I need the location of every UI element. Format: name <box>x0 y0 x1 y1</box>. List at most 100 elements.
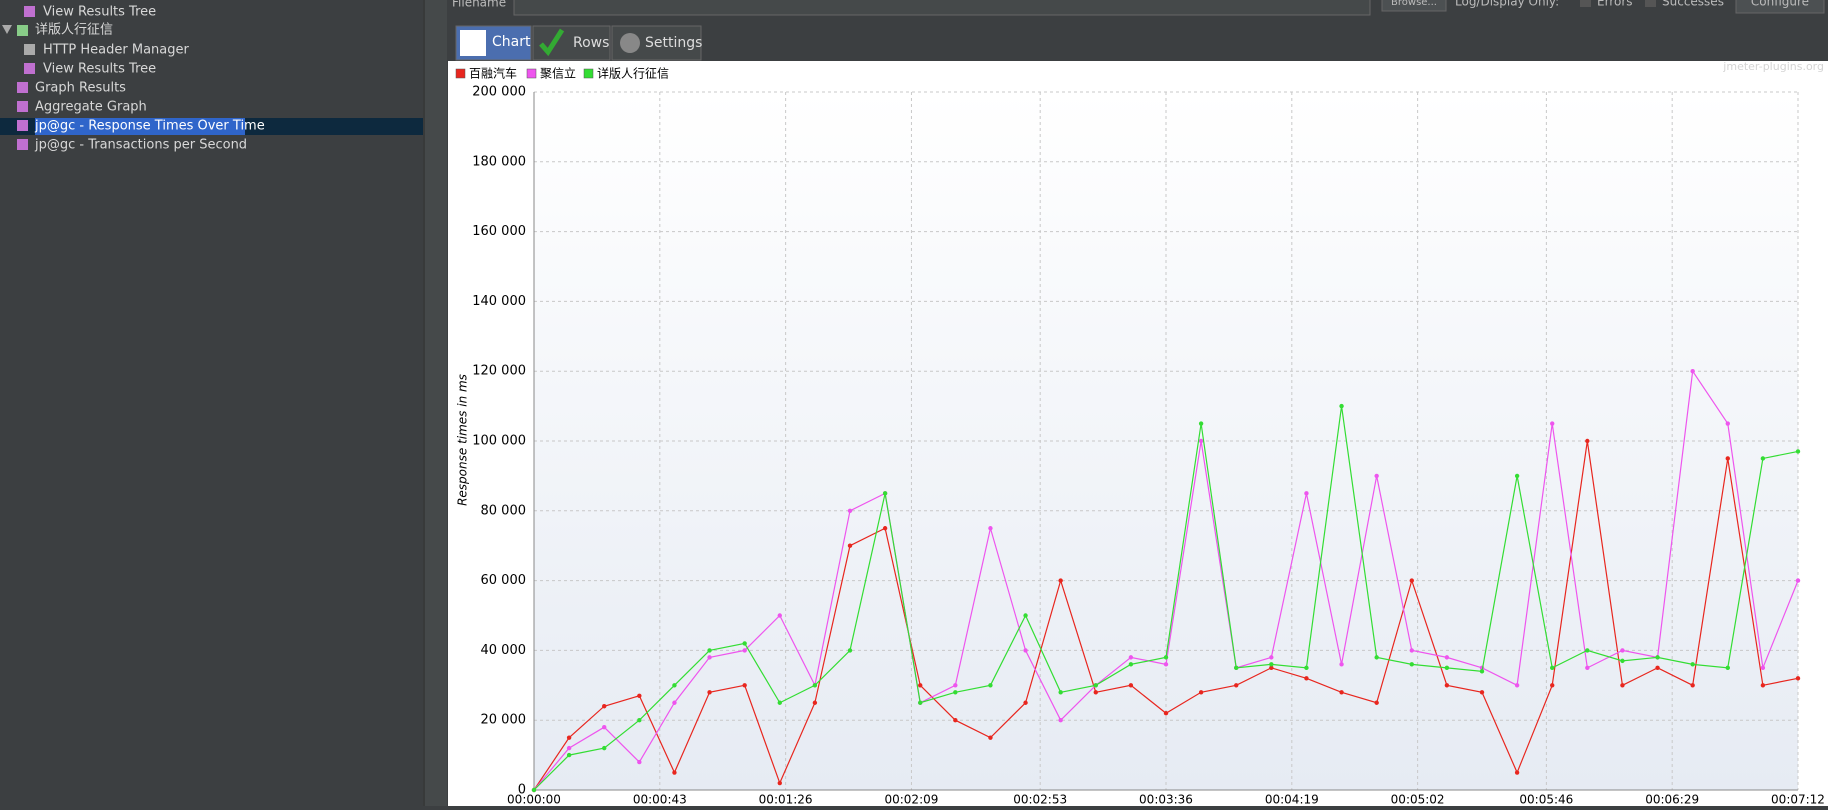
data-point <box>672 700 677 705</box>
data-point <box>672 683 677 688</box>
data-point <box>742 641 747 646</box>
data-point <box>777 700 782 705</box>
data-point <box>953 690 958 695</box>
configure-label[interactable]: Configure <box>1751 0 1809 9</box>
data-point <box>988 683 993 688</box>
tree-item[interactable]: View Results Tree <box>43 5 156 20</box>
data-point <box>566 752 572 758</box>
data-point <box>1163 655 1169 660</box>
data-point <box>1760 456 1766 461</box>
successes-label[interactable]: Successes <box>1662 0 1724 9</box>
data-point <box>1479 669 1485 674</box>
tree-item[interactable]: Graph Results <box>35 81 126 96</box>
tree-item[interactable]: 详版人行征信 <box>35 23 113 38</box>
splitter[interactable] <box>423 0 447 806</box>
errors-checkbox[interactable] <box>1580 0 1591 7</box>
data-point <box>531 787 537 793</box>
data-point <box>918 683 923 688</box>
tab-label[interactable]: Rows <box>573 35 609 51</box>
data-point <box>742 648 747 653</box>
tree-item[interactable]: jp@gc - Response Times Over Time <box>34 119 265 134</box>
data-point <box>1023 700 1028 705</box>
data-point <box>1339 403 1344 409</box>
tab-icon <box>620 33 640 53</box>
data-point <box>1269 665 1274 671</box>
data-point <box>1585 438 1590 444</box>
data-point <box>847 648 853 653</box>
y-tick-label: 160 000 <box>472 224 526 239</box>
x-tick-label: 00:07:12 <box>1771 793 1825 807</box>
tree-item[interactable]: HTTP Header Manager <box>43 43 190 58</box>
data-point <box>602 704 607 709</box>
data-point <box>1339 690 1344 695</box>
data-point <box>707 655 712 660</box>
data-point <box>777 613 782 618</box>
browse-button[interactable] <box>1381 0 1447 12</box>
data-point <box>1444 665 1450 671</box>
browse-label[interactable]: Browse... <box>1391 0 1437 8</box>
x-tick-label: 00:02:09 <box>884 793 938 807</box>
x-tick-label: 00:01:26 <box>759 793 813 807</box>
y-tick-label: 100 000 <box>472 434 526 449</box>
data-point <box>1234 665 1239 671</box>
y-tick-label: 180 000 <box>472 154 526 169</box>
data-point <box>953 718 958 723</box>
filename-field[interactable] <box>513 0 1371 16</box>
data-point <box>1374 700 1379 705</box>
data-point <box>1163 662 1169 667</box>
tree-expander[interactable] <box>2 25 12 34</box>
data-point <box>1655 655 1660 660</box>
tree-item[interactable]: View Results Tree <box>43 62 156 77</box>
data-point <box>637 718 642 723</box>
watermark: jmeter-plugins.org <box>1722 60 1824 73</box>
data-point <box>1690 369 1695 374</box>
y-tick-label: 200 000 <box>472 85 526 100</box>
data-point <box>742 683 747 688</box>
data-point <box>1795 449 1801 454</box>
successes-checkbox[interactable] <box>1645 0 1656 7</box>
data-point <box>882 526 888 531</box>
tab-rows[interactable] <box>532 25 611 61</box>
data-point <box>1725 456 1730 461</box>
data-point <box>1760 683 1766 688</box>
data-point <box>707 690 712 695</box>
tree-icons <box>17 6 35 150</box>
legend-swatch <box>526 68 537 79</box>
tree-item[interactable]: Aggregate Graph <box>35 100 147 115</box>
data-point <box>1058 578 1063 583</box>
data-point <box>1585 648 1590 653</box>
y-tick-label: 80 000 <box>481 503 527 518</box>
log-label: Log/Display Only: <box>1455 0 1559 9</box>
data-point <box>1550 683 1555 688</box>
data-point <box>1514 473 1520 479</box>
data-point <box>637 693 642 698</box>
x-tick-label: 00:06:29 <box>1645 793 1699 807</box>
data-point <box>1795 676 1801 681</box>
configure-button[interactable] <box>1735 0 1825 14</box>
data-point <box>918 700 923 705</box>
x-tick-label: 00:00:00 <box>507 793 561 807</box>
data-point <box>1514 683 1520 688</box>
tab-label[interactable]: Settings <box>645 35 702 51</box>
data-point <box>1409 648 1414 653</box>
data-point <box>1620 648 1625 653</box>
data-point <box>1409 578 1414 583</box>
data-point <box>1128 683 1134 688</box>
x-tick-label: 00:05:46 <box>1519 793 1573 807</box>
data-point <box>1304 676 1309 681</box>
data-point <box>1198 421 1204 426</box>
data-point <box>1304 665 1309 671</box>
tree-selected-label-bg <box>35 118 245 135</box>
tab-icon <box>539 28 565 57</box>
data-point <box>566 745 572 751</box>
tree-item[interactable]: jp@gc - Transactions per Second <box>34 138 247 153</box>
legend-label: 聚信立 <box>540 66 576 81</box>
x-tick-label: 00:02:53 <box>1013 793 1067 807</box>
data-point <box>1725 421 1730 426</box>
data-point <box>812 683 818 688</box>
data-point <box>882 491 888 496</box>
errors-label[interactable]: Errors <box>1597 0 1633 9</box>
tab-label[interactable]: Chart <box>492 34 531 50</box>
